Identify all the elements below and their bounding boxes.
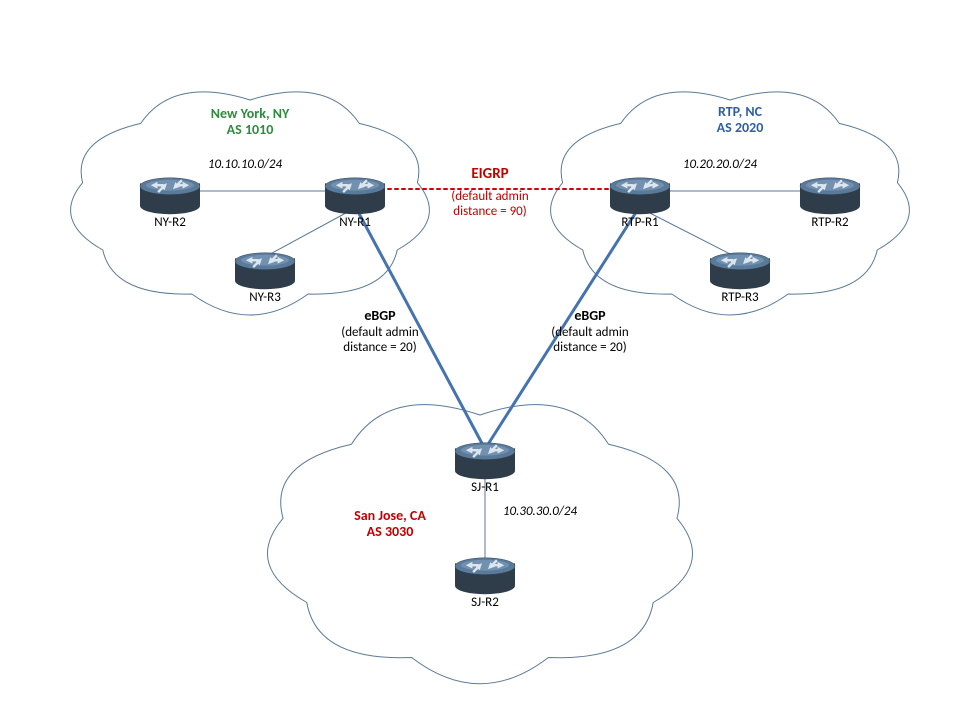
router-label-RTP-R2: RTP-R2	[811, 215, 849, 230]
router-SJ-R2	[455, 558, 515, 594]
router-label-NY-R3: NY-R3	[249, 290, 281, 305]
eigrp-title: EIGRP	[471, 165, 508, 183]
subnet-label: 10.30.30.0/24	[503, 504, 578, 519]
cloud-title-sj: San Jose, CA	[354, 507, 426, 524]
cloud-as-ny: AS 1010	[227, 121, 274, 138]
router-label-RTP-R1: RTP-R1	[621, 215, 658, 230]
router-RTP-R3	[710, 253, 770, 289]
subnet-label: 10.10.10.0/24	[208, 157, 283, 172]
router-label-SJ-R1: SJ-R1	[471, 480, 499, 495]
ebgp2-sub1: (default admin	[551, 325, 629, 340]
subnet-label: 10.20.20.0/24	[683, 157, 758, 172]
router-NY-R2	[140, 178, 200, 214]
ebgp2-title: eBGP	[574, 307, 606, 324]
ebgp2-sub2: distance = 20)	[553, 340, 626, 355]
router-SJ-R1	[455, 443, 515, 479]
ebgp1-sub1: (default admin	[341, 325, 419, 340]
ebgp1-sub2: distance = 20)	[343, 340, 416, 355]
router-label-RTP-R3: RTP-R3	[721, 290, 759, 305]
cloud-as-rtp: AS 2020	[717, 119, 764, 136]
cloud-title-rtp: RTP, NC	[718, 103, 763, 120]
router-label-NY-R1: NY-R1	[339, 215, 371, 230]
diagram-stage: New York, NYAS 1010 RTP, NCAS 2020 San Jos…	[0, 0, 960, 720]
router-RTP-R1	[610, 178, 670, 214]
router-NY-R3	[235, 253, 295, 289]
cloud-as-sj: AS 3030	[367, 523, 414, 540]
router-label-SJ-R2: SJ-R2	[471, 595, 499, 610]
diagram-svg: New York, NYAS 1010 RTP, NCAS 2020 San Jos…	[0, 0, 960, 720]
router-label-NY-R2: NY-R2	[154, 215, 186, 230]
cloud-title-ny: New York, NY	[211, 105, 290, 122]
eigrp-sub1: (default admin	[451, 189, 529, 204]
router-RTP-R2	[800, 178, 860, 214]
router-NY-R1	[325, 178, 385, 214]
eigrp-sub2: distance = 90)	[453, 204, 526, 219]
ebgp1-title: eBGP	[364, 307, 396, 324]
